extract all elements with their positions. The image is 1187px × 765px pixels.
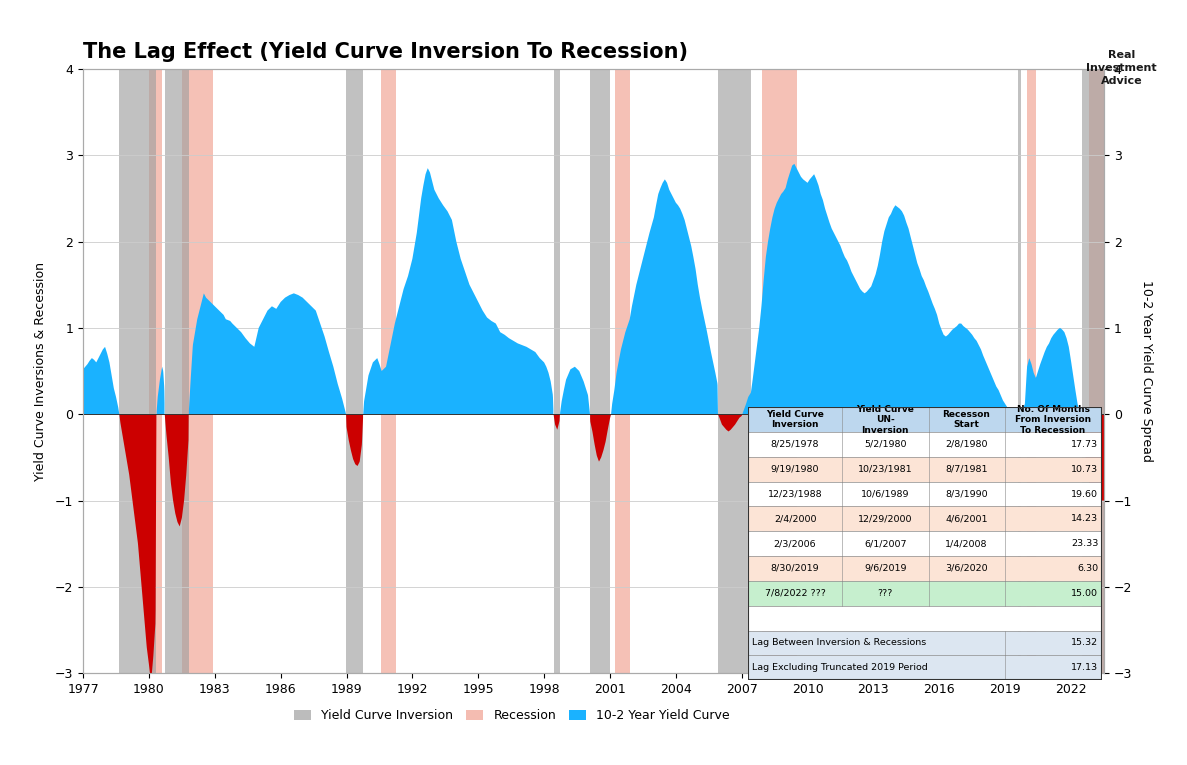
Bar (718, 69, 751, 673)
Bar (748, 457, 1102, 482)
Text: 10.73: 10.73 (1071, 465, 1098, 474)
Text: 3/6/2020: 3/6/2020 (945, 564, 988, 573)
Text: No. Of Months
From Inversion
To Recession: No. Of Months From Inversion To Recessio… (1015, 405, 1091, 435)
Text: 2/4/2000: 2/4/2000 (774, 514, 817, 523)
Text: 6.30: 6.30 (1077, 564, 1098, 573)
Text: 7/8/2022 ???: 7/8/2022 ??? (764, 589, 825, 597)
Bar (1027, 69, 1036, 673)
Bar (748, 532, 1102, 556)
Text: 2/8/1980: 2/8/1980 (945, 440, 988, 449)
Bar (182, 69, 212, 673)
Text: 8/30/2019: 8/30/2019 (770, 564, 819, 573)
Text: 1/4/2008: 1/4/2008 (945, 539, 988, 549)
Bar (748, 606, 1102, 630)
Bar (347, 69, 363, 673)
Text: Yield Curve
UN-
Inversion: Yield Curve UN- Inversion (856, 405, 914, 435)
Bar (381, 69, 396, 673)
Text: 12/23/1988: 12/23/1988 (768, 490, 823, 499)
Bar (1018, 69, 1021, 673)
Text: 14.23: 14.23 (1071, 514, 1098, 523)
Bar (590, 69, 610, 673)
Text: ???: ??? (877, 589, 893, 597)
Text: 15.00: 15.00 (1071, 589, 1098, 597)
Y-axis label: 10-2 Year Yield Curve Spread: 10-2 Year Yield Curve Spread (1141, 280, 1154, 462)
Bar (748, 432, 1102, 457)
Text: Lag Between Inversion & Recessions: Lag Between Inversion & Recessions (751, 639, 926, 647)
Bar (615, 69, 630, 673)
Bar (148, 69, 161, 673)
Bar (748, 656, 1102, 680)
Text: 10/6/1989: 10/6/1989 (861, 490, 909, 499)
Text: 10/23/1981: 10/23/1981 (858, 465, 913, 474)
Text: 9/19/1980: 9/19/1980 (770, 465, 819, 474)
Bar (762, 69, 796, 673)
Text: The Lag Effect (Yield Curve Inversion To Recession): The Lag Effect (Yield Curve Inversion To… (83, 42, 688, 62)
Legend: Yield Curve Inversion, Recession, 10-2 Year Yield Curve: Yield Curve Inversion, Recession, 10-2 Y… (288, 705, 735, 728)
Bar (553, 69, 560, 673)
Text: Lag Excluding Truncated 2019 Period: Lag Excluding Truncated 2019 Period (751, 663, 927, 672)
Text: 8/7/1981: 8/7/1981 (945, 465, 988, 474)
Text: 12/29/2000: 12/29/2000 (858, 514, 913, 523)
Text: 23.33: 23.33 (1071, 539, 1098, 549)
Bar (748, 630, 1102, 656)
Text: 17.73: 17.73 (1071, 440, 1098, 449)
Bar (748, 482, 1102, 506)
Text: 4/6/2001: 4/6/2001 (945, 514, 988, 523)
Text: 9/6/2019: 9/6/2019 (864, 564, 907, 573)
Text: 15.32: 15.32 (1071, 639, 1098, 647)
Y-axis label: Yield Curve Inversions & Recession: Yield Curve Inversions & Recession (33, 262, 46, 480)
Text: Recesson
Start: Recesson Start (942, 410, 990, 429)
Bar (1090, 69, 1104, 673)
Bar (748, 556, 1102, 581)
Bar (165, 69, 189, 673)
Text: Yield Curve
Inversion: Yield Curve Inversion (766, 410, 824, 429)
Text: 17.13: 17.13 (1071, 663, 1098, 672)
Bar (748, 581, 1102, 606)
Bar (748, 506, 1102, 532)
Text: 8/3/1990: 8/3/1990 (945, 490, 988, 499)
Text: 5/2/1980: 5/2/1980 (864, 440, 907, 449)
Text: 6/1/2007: 6/1/2007 (864, 539, 907, 549)
Text: 2/3/2006: 2/3/2006 (774, 539, 817, 549)
Text: 19.60: 19.60 (1071, 490, 1098, 499)
Bar (748, 407, 1102, 432)
Text: 8/25/1978: 8/25/1978 (770, 440, 819, 449)
Bar (120, 69, 157, 673)
Bar (1083, 69, 1104, 673)
Text: Real
Investment
Advice: Real Investment Advice (1086, 50, 1157, 86)
